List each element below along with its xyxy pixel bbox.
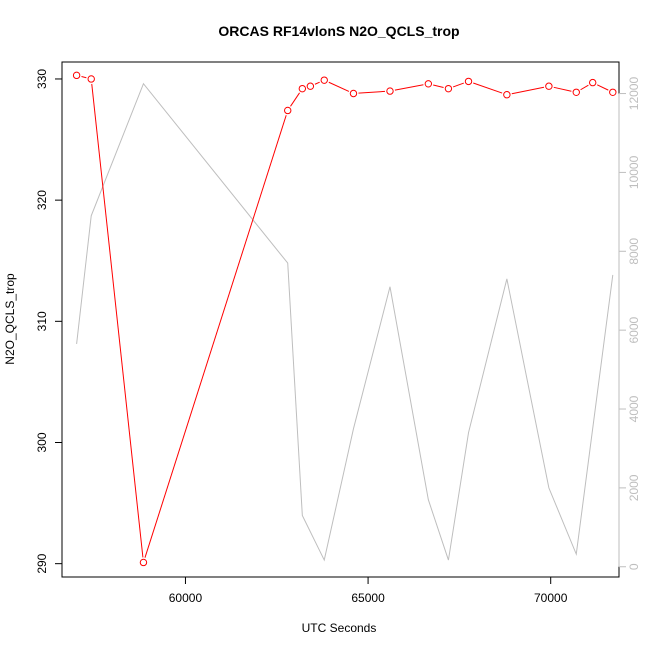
data-point [349, 89, 358, 98]
y-tick-left-label: 320 [35, 190, 49, 210]
y-tick-left-label: 300 [35, 432, 49, 452]
series-segment-left [290, 92, 300, 107]
data-point [284, 106, 292, 115]
data-point [464, 77, 473, 86]
data-point [589, 78, 597, 87]
data-point [306, 82, 315, 90]
data-point [545, 82, 553, 90]
data-point [87, 75, 95, 83]
y-tick-right-label: 0 [627, 563, 641, 570]
x-tick-label: 65000 [351, 591, 385, 605]
x-axis-label: UTC Seconds [302, 621, 377, 635]
plot-frame [61, 61, 620, 578]
chart-title: ORCAS RF14vlonS N2O_QCLS_trop [218, 23, 459, 39]
series-segment-left [394, 84, 424, 91]
x-axis: 60000 65000 70000 [169, 576, 568, 605]
series-layer [72, 71, 617, 567]
y-axis-left: 290 300 310 320 330 [35, 69, 63, 574]
y-tick-left-label: 330 [35, 69, 49, 89]
data-point [298, 84, 307, 93]
series-segment-left [144, 115, 287, 558]
data-point [609, 88, 617, 96]
series-segment-left [452, 82, 464, 88]
series-segment-left [328, 81, 350, 92]
data-point [320, 76, 328, 84]
x-tick-label: 70000 [534, 591, 568, 605]
y-tick-right-label: 2000 [627, 474, 641, 501]
series-segment-left [358, 90, 386, 94]
y-axis-right: 0 2000 4000 6000 8000 10000 12000 [618, 77, 641, 570]
series-segment-left [473, 82, 503, 94]
series-segment-left [511, 86, 545, 95]
y-tick-right-label: 6000 [627, 316, 641, 343]
data-point [139, 558, 148, 567]
series-segment-left [91, 83, 144, 558]
y-tick-left-label: 310 [35, 311, 49, 331]
series-line-right [76, 82, 614, 562]
y-axis-label: N2O_QCLS_trop [3, 273, 17, 365]
series-segment-left [433, 84, 444, 88]
data-point [444, 84, 453, 93]
series-segment-left [81, 76, 87, 79]
y-tick-right-label: 12000 [627, 77, 641, 111]
x-tick-label: 60000 [169, 591, 203, 605]
y-tick-right-label: 4000 [627, 395, 641, 422]
series-segment-left [596, 84, 609, 91]
y-tick-left-label: 290 [35, 553, 49, 573]
y-tick-right-label: 8000 [627, 238, 641, 265]
data-point [72, 71, 81, 80]
data-point [503, 91, 511, 99]
series-segment-left [314, 81, 320, 85]
data-point [386, 87, 394, 95]
data-point [572, 88, 580, 96]
data-point [424, 80, 433, 88]
series-segment-left [553, 86, 572, 92]
series-segment-left [580, 84, 589, 91]
y-tick-right-label: 10000 [627, 155, 641, 189]
